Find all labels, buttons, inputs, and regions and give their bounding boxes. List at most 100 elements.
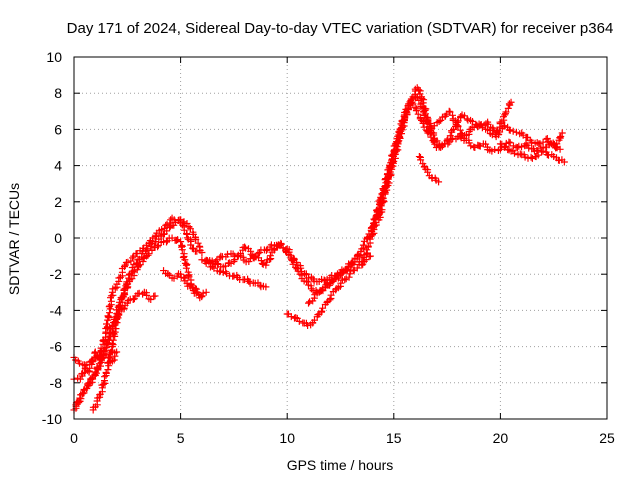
data-point-run: [413, 94, 427, 112]
data-point-run: [293, 314, 307, 327]
data-point-run: [246, 250, 262, 263]
data-point-run: [542, 148, 556, 159]
data-point-run: [73, 391, 85, 407]
data-point-run: [498, 140, 513, 154]
y-tick-label: -8: [50, 375, 63, 391]
data-point-run: [553, 154, 566, 164]
data-points: [70, 84, 568, 414]
data-point: [507, 98, 515, 106]
data-point-run: [92, 353, 102, 362]
data-point: [501, 122, 509, 130]
data-point-run: [227, 250, 239, 260]
data-point: [552, 144, 560, 151]
data-point-run: [338, 263, 353, 278]
data-point-run: [417, 153, 428, 171]
y-tick-label: 2: [54, 194, 62, 210]
data-point-run: [515, 142, 529, 151]
data-point-run: [327, 271, 342, 287]
data-point-run: [122, 254, 137, 266]
data-point-run: [178, 241, 188, 261]
data-point-run: [382, 168, 395, 194]
data-point-run: [257, 245, 271, 254]
series-track-2: [70, 214, 206, 383]
chart-title: Day 171 of 2024, Sidereal Day-to-day VTE…: [67, 20, 614, 37]
series-track-16: [496, 140, 568, 166]
data-point-run: [420, 108, 433, 135]
data-point: [407, 98, 415, 106]
data-point: [315, 288, 323, 296]
data-point-run: [318, 298, 331, 316]
y-tick-label: -6: [50, 339, 63, 355]
data-point-run: [306, 289, 321, 306]
y-tick-label: 10: [46, 49, 62, 65]
data-point-run: [318, 275, 331, 285]
data-point-run: [154, 238, 165, 251]
data-point: [509, 127, 517, 135]
data-point-run: [477, 120, 490, 129]
data-point-run: [93, 355, 105, 373]
data-point-run: [113, 294, 126, 322]
data-point: [202, 288, 210, 296]
data-point-run: [302, 319, 312, 329]
x-tick-label: 0: [70, 430, 78, 446]
x-tick-label: 25: [599, 430, 615, 446]
data-point-run: [135, 247, 149, 263]
data-point-run: [108, 319, 121, 349]
data-point-run: [433, 118, 443, 127]
data-point: [543, 134, 551, 142]
data-point-run: [307, 282, 320, 295]
data-point-run: [110, 349, 119, 364]
data-point: [368, 230, 376, 238]
data-point: [147, 296, 155, 304]
data-point-run: [254, 279, 267, 291]
data-point-run: [349, 248, 365, 268]
data-point-run: [408, 94, 420, 103]
data-point-run: [93, 351, 101, 360]
data-point-run: [162, 269, 174, 279]
x-tick-label: 20: [493, 430, 509, 446]
data-point-run: [142, 289, 153, 303]
data-point: [560, 158, 568, 166]
data-point-run: [491, 146, 502, 154]
axis-ticks: 0 5 10 15 20 25 -10 -8 -6 -4 -2 0 2 4 6 8 10: [42, 49, 615, 446]
data-point-run: [395, 119, 408, 145]
data-point-run: [102, 291, 117, 332]
series-track-7: [198, 241, 355, 286]
data-point-run: [208, 263, 224, 276]
data-point: [196, 243, 204, 251]
data-point-run: [183, 234, 196, 252]
data-point-run: [221, 259, 235, 270]
data-point-run: [81, 364, 91, 375]
data-point-run: [461, 112, 472, 124]
data-point-run: [96, 373, 109, 399]
series-track-14: [375, 93, 515, 224]
data-point-run: [533, 145, 545, 155]
y-tick-label: 4: [54, 158, 62, 174]
data-point-run: [509, 147, 524, 159]
data-point-run: [443, 127, 456, 145]
x-tick-label: 15: [386, 430, 402, 446]
data-point-run: [285, 310, 298, 322]
data-point-run: [474, 141, 484, 150]
data-point-run: [316, 280, 331, 295]
data-point-run: [484, 120, 498, 134]
data-point-run: [98, 351, 107, 362]
data-point-run: [536, 135, 550, 148]
data-point-run: [553, 133, 565, 151]
data-point-run: [411, 85, 419, 99]
data-point: [113, 315, 121, 323]
data-point: [113, 348, 121, 356]
data-point: [415, 153, 423, 161]
data-point-run: [191, 246, 204, 255]
data-point: [305, 299, 313, 307]
data-point-run: [89, 394, 102, 411]
data-point-run: [482, 140, 494, 154]
data-point-run: [170, 216, 183, 229]
series-track-10: [283, 252, 374, 329]
data-point-run: [469, 118, 481, 129]
data-point-run: [124, 295, 138, 304]
data-point-run: [506, 139, 520, 151]
data-point-run: [184, 282, 197, 291]
data-point-run: [401, 100, 414, 121]
data-point: [183, 279, 191, 287]
